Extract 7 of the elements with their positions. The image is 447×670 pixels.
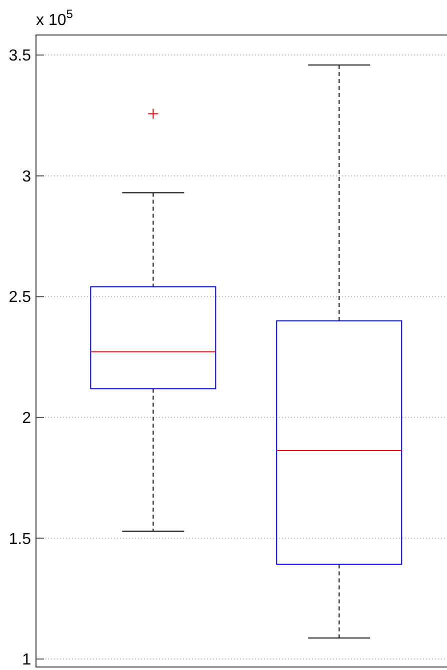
y-tick-label: 1 [22,652,32,669]
text: x 10$^{5}$ [36,7,74,29]
y-tick-label: 2.5 [8,289,32,306]
y-tick-label: 2 [22,410,32,428]
y-tick-label: 3.5 [8,48,32,65]
y-tick-label: 1.5 [8,530,32,548]
y-tick-label: 3 [22,168,32,186]
